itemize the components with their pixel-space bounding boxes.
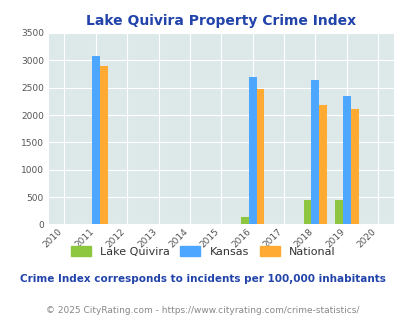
Bar bbox=[303, 200, 311, 224]
Bar bbox=[92, 56, 100, 224]
Bar bbox=[318, 105, 326, 224]
Bar bbox=[256, 89, 264, 224]
Bar bbox=[311, 80, 318, 224]
Text: Lake Quivira Property Crime Index: Lake Quivira Property Crime Index bbox=[86, 15, 356, 28]
Bar bbox=[334, 200, 342, 224]
Bar bbox=[248, 77, 256, 224]
Bar bbox=[100, 66, 107, 224]
Bar bbox=[342, 96, 350, 224]
Legend: Lake Quivira, Kansas, National: Lake Quivira, Kansas, National bbox=[66, 242, 339, 261]
Text: Crime Index corresponds to incidents per 100,000 inhabitants: Crime Index corresponds to incidents per… bbox=[20, 274, 385, 284]
Text: © 2025 CityRating.com - https://www.cityrating.com/crime-statistics/: © 2025 CityRating.com - https://www.city… bbox=[46, 306, 359, 315]
Bar bbox=[240, 217, 248, 224]
Bar bbox=[350, 109, 358, 224]
